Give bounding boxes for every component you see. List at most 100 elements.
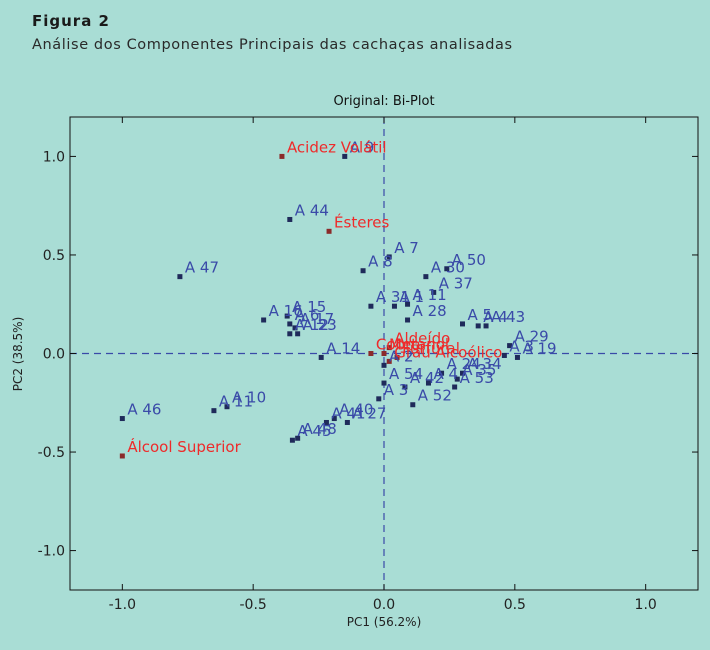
observation-label: A 10 [232,389,266,407]
observation-point [287,321,293,327]
observation-label: A 7 [394,239,419,257]
x-tick-label: 1.0 [635,597,657,613]
variable-point [119,453,125,459]
observation-point [381,362,387,368]
y-tick-label: 0.0 [43,347,65,363]
variable-label: Ésteres [334,212,389,231]
observation-label: A 4 [433,365,458,383]
y-tick-label: -1.0 [38,544,65,560]
observation-label: A 42 [410,369,444,387]
observation-label: A 37 [439,274,473,292]
observation-point [323,419,329,425]
figure-label: Figura 2 [32,12,110,30]
variable-point [386,358,392,364]
observation-label: A 45 [297,422,331,440]
y-axis-title: PC2 (38.5%) [11,317,25,392]
observation-label: A 50 [452,251,486,269]
observation-point [211,408,217,414]
variable-label: Metanol [389,336,449,354]
variable-label: Álcool Superior [127,437,241,456]
observation-label: A 53 [460,369,494,387]
observation-point [431,289,437,295]
observation-point [342,153,348,159]
observation-point [386,254,392,260]
observation-label: A 17 [300,310,334,328]
observation-point [425,380,431,386]
observation-label: A 41 [331,404,365,422]
observation-label: A 5 [468,306,493,324]
observation-label: A 54 [389,365,423,383]
observation-label: A 27 [352,404,386,422]
observation-label: A 43 [491,308,525,326]
observation-label: A 40 [339,401,373,419]
observation-point [376,396,382,402]
variable-point [368,351,374,356]
observation-label: A 12 [295,316,329,334]
observation-label: A 19 [522,339,556,357]
observation-point [284,313,290,319]
observation-point [439,370,445,376]
observation-point [331,416,337,422]
observation-label: A 24 [447,355,481,373]
observation-label: A 9 [350,138,375,156]
observation-point [177,274,183,280]
observation-label: A 47 [185,259,219,277]
observation-point [295,331,301,337]
plot-title: Original: Bi-Plot [333,94,434,109]
observation-point [405,301,411,307]
x-tick-label: -1.0 [109,597,136,613]
observation-label: A 14 [326,339,360,357]
observation-label: A 15 [292,298,326,316]
observation-label: A 35 [462,361,496,379]
observation-point [119,416,125,422]
observation-point [261,317,267,323]
observation-point [287,216,293,222]
observation-point [344,419,350,425]
observation-point [224,404,230,410]
observation-point [410,402,416,408]
observation-point [368,303,374,309]
observation-label: A 46 [127,401,161,419]
x-tick-label: -0.5 [240,597,267,613]
x-tick-label: 0.5 [504,597,526,613]
observation-point [454,376,460,382]
observation-label: A 2 [389,347,414,365]
observation-point [460,370,465,376]
variable-label: Acidez Volátil [287,138,387,156]
observation-point [287,331,293,337]
variable-label: Grau Alcoólico [394,343,502,361]
x-axis-title: PC1 (56.2%) [347,615,422,629]
observation-point [483,323,489,329]
observation-label: A 31 [376,288,410,306]
observation-point [295,435,301,441]
observation-label: A 34 [468,355,502,373]
observation-label: A 44 [295,201,329,219]
observation-label: A 3 [509,337,534,355]
variable-point [386,345,392,351]
y-tick-label: 1.0 [43,149,65,165]
observation-label: A 4 [483,308,508,326]
observation-point [452,384,458,390]
observation-point [292,325,298,331]
variable-label: Furfural [402,339,460,357]
observation-point [514,354,520,360]
variable-label: Aldeído [394,330,450,348]
observation-point [381,380,387,386]
y-tick-label: 0.5 [43,248,65,264]
observation-point [507,343,513,349]
variable-label: Cobre [376,336,420,354]
observation-label: A 48 [303,420,337,438]
observation-point [423,274,429,280]
observation-point [391,303,397,309]
x-tick-label: 0.0 [373,597,395,613]
figure-caption: Análise dos Componentes Principais das c… [32,37,513,53]
observation-label: A 16 [269,302,303,320]
observation-label: A 23 [303,316,337,334]
observation-label: A 29 [515,328,549,346]
observation-point [405,317,411,323]
observation-label: A 8 [368,253,393,271]
observation-point [475,323,481,329]
observation-point [460,321,465,327]
point-markers [119,153,520,459]
observation-point [289,437,295,443]
